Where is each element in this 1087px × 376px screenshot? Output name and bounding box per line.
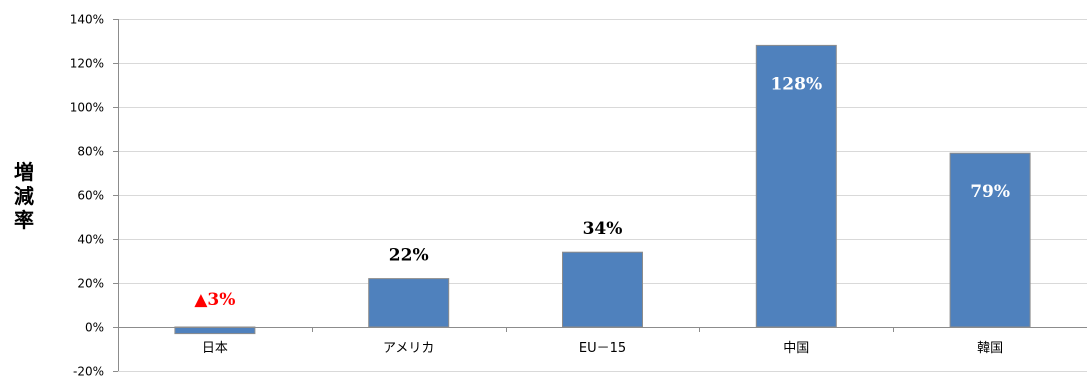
data-label: ▲3% xyxy=(194,290,235,310)
bars xyxy=(174,44,1031,335)
y-tick-label: -20% xyxy=(73,365,104,376)
y-tick-label: 0% xyxy=(85,321,104,335)
y-axis-label-vertical: 増減率 xyxy=(14,160,34,232)
x-category-label: アメリカ xyxy=(383,341,434,356)
y-tick-label: 40% xyxy=(77,233,104,247)
y-tick-labels: -20% 0% 20% 40% 60% 80% 100% 120% 140% xyxy=(70,13,118,376)
data-label: 79% xyxy=(970,182,1010,202)
x-category-label: EU－15 xyxy=(579,341,626,356)
axes xyxy=(118,19,1087,371)
x-category-label: 中国 xyxy=(783,341,809,356)
data-labels: ▲3% 22% 34% 128% 79% xyxy=(194,74,1010,310)
y-tick-label: 60% xyxy=(77,189,104,203)
y-tick-label: 100% xyxy=(70,101,104,115)
x-category-label: 韓国 xyxy=(977,341,1003,356)
bar xyxy=(949,152,1031,328)
data-label: 34% xyxy=(583,219,623,239)
gridlines xyxy=(118,19,1087,372)
data-label: 22% xyxy=(389,246,429,266)
y-tick-label: 140% xyxy=(70,13,104,27)
x-category-label: 日本 xyxy=(202,341,228,356)
bar xyxy=(562,251,643,328)
y-tick-label: 120% xyxy=(70,57,104,71)
y-axis-label: 増減率 xyxy=(14,160,34,232)
y-tick-label: 80% xyxy=(77,145,104,159)
bar xyxy=(368,278,450,328)
x-category-labels: 日本 アメリカ EU－15 中国 韓国 xyxy=(202,341,1003,356)
data-label: 128% xyxy=(770,74,822,94)
y-tick-label: 20% xyxy=(77,277,104,291)
